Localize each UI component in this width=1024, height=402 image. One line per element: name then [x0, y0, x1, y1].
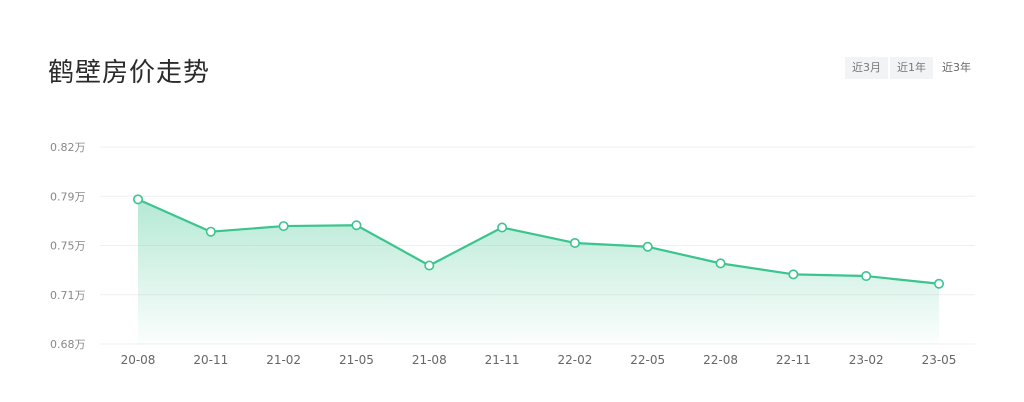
- data-point[interactable]: [497, 222, 508, 233]
- data-point[interactable]: [715, 258, 726, 269]
- data-point[interactable]: [278, 221, 289, 232]
- page-title: 鹤壁房价走势: [48, 58, 211, 88]
- x-tick-label: 22-11: [776, 353, 811, 367]
- x-tick-label: 22-05: [630, 353, 665, 367]
- x-tick-label: 23-05: [922, 353, 957, 367]
- area-fill: [138, 199, 939, 344]
- x-tick-label: 20-11: [193, 353, 228, 367]
- x-tick-label: 22-08: [703, 353, 738, 367]
- y-axis: 0.82万 0.79万 0.75万 0.71万 0.68万: [50, 141, 86, 351]
- data-point[interactable]: [642, 241, 653, 252]
- x-axis: 20-08 20-11 21-02 21-05 21-08 21-11 22-02 22-05…: [121, 353, 957, 367]
- data-point[interactable]: [351, 220, 362, 231]
- x-tick-label: 22-02: [557, 353, 592, 367]
- y-tick-label: 0.82万: [50, 141, 86, 154]
- series-line-path: [136, 198, 941, 285]
- range-tab-1-year[interactable]: 近1年: [890, 57, 933, 79]
- data-point[interactable]: [788, 269, 799, 280]
- x-tick-label: 21-05: [339, 353, 374, 367]
- data-point[interactable]: [133, 194, 144, 205]
- data-point[interactable]: [569, 237, 580, 248]
- x-tick-label: 23-02: [849, 353, 884, 367]
- y-tick-label: 0.68万: [50, 338, 86, 351]
- y-tick-label: 0.71万: [50, 289, 86, 302]
- data-point[interactable]: [205, 226, 216, 237]
- y-tick-label: 0.79万: [50, 190, 86, 203]
- x-tick-label: 20-08: [121, 353, 156, 367]
- data-points: [133, 194, 944, 289]
- data-point[interactable]: [933, 278, 944, 289]
- range-tabs: 近3月 近1年 近3年: [845, 57, 978, 79]
- series-area: [138, 199, 939, 344]
- x-tick-label: 21-08: [412, 353, 447, 367]
- data-point[interactable]: [424, 260, 435, 271]
- data-point[interactable]: [861, 271, 872, 282]
- series-line: [136, 198, 941, 285]
- range-tab-3-months[interactable]: 近3月: [845, 57, 888, 79]
- x-tick-label: 21-11: [485, 353, 520, 367]
- y-tick-label: 0.75万: [50, 240, 86, 253]
- x-tick-label: 21-02: [266, 353, 301, 367]
- range-tab-3-years[interactable]: 近3年: [935, 57, 978, 79]
